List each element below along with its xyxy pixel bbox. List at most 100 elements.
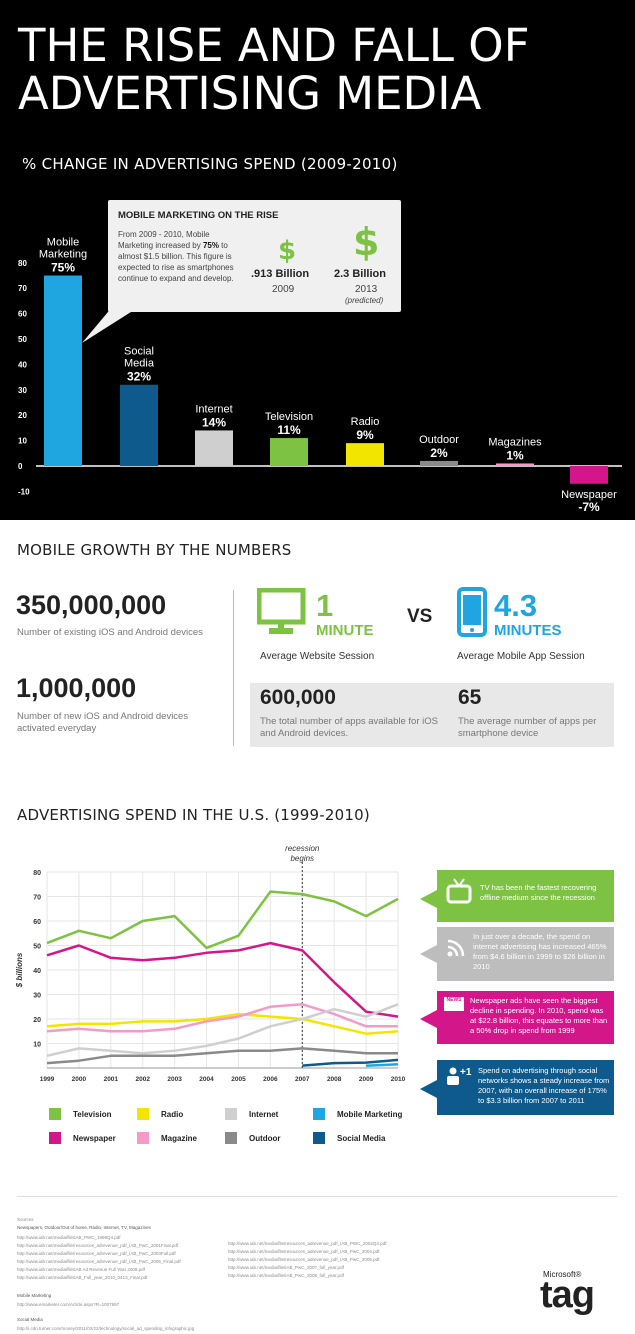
line-ytick-70: 70 — [33, 895, 41, 902]
line-xtick-2001: 2001 — [104, 1076, 119, 1083]
devices-number: 350,000,000 — [16, 590, 167, 620]
apps-stats-box — [250, 683, 614, 747]
logo-brand: Microsoft® — [543, 1270, 582, 1279]
note-newspaper-text: Newspaper ads have seen the biggest decl… — [470, 996, 608, 1035]
source-link[interactable]: http://www.iab.net/media/file/IAB_Full_y… — [17, 1275, 148, 1280]
callout-year-2009: 2009 — [272, 284, 295, 295]
line-ytick-40: 40 — [33, 968, 41, 975]
source-link[interactable]: http://www.iab.net/media/file/IAB_PWC_19… — [17, 1235, 121, 1240]
source-link[interactable]: http://www.iab.net/media/file/resources_… — [17, 1243, 179, 1248]
legend-item-radio: Radio — [137, 1108, 183, 1120]
web-session-unit: MINUTE — [316, 622, 374, 639]
person-icon — [447, 1067, 459, 1085]
line-ylabel: $ billions — [15, 952, 24, 988]
legend-swatch-television — [49, 1108, 61, 1120]
line-xtick-2007: 2007 — [295, 1076, 310, 1083]
bar-category-label-mobile-marketing-0: Mobile — [47, 237, 79, 249]
legend-label-magazine: Magazine — [161, 1133, 198, 1143]
bar-ytick-60: 60 — [18, 310, 27, 319]
line-series-television — [46, 890, 399, 950]
bar-value-label-mobile-marketing: 75% — [51, 261, 75, 275]
line-series-newspaper — [46, 941, 399, 1018]
mobile-callout: MOBILE MARKETING ON THE RISE From 2009 -… — [108, 200, 401, 312]
bar-category-label-newspaper: Newspaper — [561, 489, 617, 501]
page-title-line-2: ADVERTISING MEDIA — [18, 67, 482, 120]
note-tv — [437, 870, 614, 922]
bar-value-label-social-media: 32% — [127, 370, 151, 384]
app-session-unit: MINUTES — [494, 622, 562, 639]
line-xtick-2005: 2005 — [231, 1076, 246, 1083]
new-devices-number: 1,000,000 — [16, 673, 137, 703]
bar-value-label-internet: 14% — [202, 415, 226, 429]
legend-swatch-social-media — [313, 1132, 325, 1144]
bar-chart: 80706050403020100-10MobileMarketing75%So… — [18, 237, 622, 514]
note-newspaper — [437, 991, 614, 1044]
sources-sub3: Social Media — [17, 1317, 43, 1322]
devices-desc: Number of existing iOS and Android devic… — [17, 627, 203, 638]
bar-magazines — [496, 463, 534, 466]
callout-body-post: to almost $1.5 billion. This figure is e… — [118, 241, 234, 283]
sources-sub1: Newspapers, Outdoor/Out of home, Radio, … — [17, 1225, 151, 1230]
wifi-icon — [447, 939, 465, 957]
apps-per-device-desc: The average number of apps per smartphon… — [458, 716, 597, 739]
mobile-section-title: MOBILE GROWTH BY THE NUMBERS — [17, 541, 292, 559]
legend-swatch-mobile-marketing — [313, 1108, 325, 1120]
sources-links-left: http://www.iab.net/media/file/IAB_PWC_19… — [17, 1234, 181, 1282]
apps-desc: The total number of apps available for i… — [260, 716, 438, 739]
legend-swatch-outdoor — [225, 1132, 237, 1144]
line-ytick-10: 10 — [33, 1042, 41, 1049]
source-link[interactable]: http://www.iab.net/media/file/resources_… — [228, 1257, 380, 1262]
line-chart-title: ADVERTISING SPEND IN THE U.S. (1999-2010… — [17, 806, 370, 824]
bar-ytick-20: 20 — [18, 411, 27, 420]
source-link[interactable]: http://www.iab.net/media/file/IAB_PwC_20… — [228, 1265, 344, 1270]
sources-sub2: Mobile Marketing — [17, 1293, 52, 1298]
sources-links-right: http://www.iab.net/media/file/resources_… — [228, 1240, 386, 1280]
plus-one-badge: +1 — [460, 1067, 472, 1078]
web-session-number: 1 — [316, 588, 334, 623]
bar-radio — [346, 443, 384, 466]
bar-ytick-80: 80 — [18, 259, 27, 268]
new-devices-desc: Number of new iOS and Android devices ac… — [17, 711, 189, 734]
line-series-mobile-marketing — [366, 1063, 399, 1068]
bar-ytick-30: 30 — [18, 386, 27, 395]
recession-label-2: begins — [290, 854, 314, 863]
source-link[interactable]: http://www.iab.net/media/file/resources_… — [17, 1259, 181, 1264]
note-internet — [437, 927, 614, 981]
line-xtick-2010: 2010 — [391, 1076, 406, 1083]
bar-category-label-social-media-1: Media — [124, 358, 155, 370]
line-xtick-2002: 2002 — [135, 1076, 150, 1083]
bar-category-label-radio: Radio — [351, 416, 380, 428]
note-internet-pointer — [420, 945, 437, 963]
source-link[interactable]: http://www.iab.net/media/file/IAB Ad Rev… — [17, 1267, 145, 1272]
bar-category-label-outdoor: Outdoor — [419, 434, 459, 446]
bar-category-label-magazines: Magazines — [488, 436, 542, 448]
web-session-label: Average Website Session — [260, 651, 375, 662]
callout-body-bold: 75% — [202, 241, 219, 250]
bar-ytick-40: 40 — [18, 360, 27, 369]
source-link[interactable]: http://www.iab.net/media/file/resources_… — [17, 1251, 176, 1256]
line-xtick-2003: 2003 — [167, 1076, 182, 1083]
note-newspaper-pointer — [420, 1010, 437, 1028]
dollar-icon-large: $ — [353, 220, 380, 264]
app-session-number: 4.3 — [494, 588, 538, 623]
bar-ytick-50: 50 — [18, 335, 27, 344]
legend-label-internet: Internet — [249, 1109, 279, 1119]
sources-link-social[interactable]: http://i.cdn.turner.com/money/2011/02/22… — [17, 1326, 195, 1331]
sources-link-mobile[interactable]: http://www.emarketer.com/Article.aspx?R=… — [17, 1302, 120, 1307]
note-tv-pointer — [420, 890, 437, 908]
newspaper-icon: NEWS — [444, 997, 464, 1011]
page-title-line-1: THE RISE AND FALL OF — [18, 19, 530, 72]
source-link[interactable]: http://www.iab.net/media/file/resources_… — [228, 1241, 387, 1246]
source-link[interactable]: http://www.iab.net/media/file/resources_… — [228, 1249, 380, 1254]
top-section: THE RISE AND FALL OF ADVERTISING MEDIA %… — [0, 0, 635, 520]
legend-swatch-radio — [137, 1108, 149, 1120]
note-social-pointer — [420, 1080, 437, 1098]
source-link[interactable]: http://www.iab.net/media/file/IAB_PwC_20… — [228, 1273, 344, 1278]
bar-chart-title: % CHANGE IN ADVERTISING SPEND (2009-2010… — [22, 155, 398, 173]
line-series-internet — [46, 1003, 399, 1058]
apps-number: 600,000 — [260, 686, 336, 709]
line-ytick-50: 50 — [33, 944, 41, 951]
bar-category-label-television: Television — [265, 411, 313, 423]
line-xtick-2008: 2008 — [327, 1076, 342, 1083]
bar-value-label-television: 11% — [277, 423, 301, 437]
